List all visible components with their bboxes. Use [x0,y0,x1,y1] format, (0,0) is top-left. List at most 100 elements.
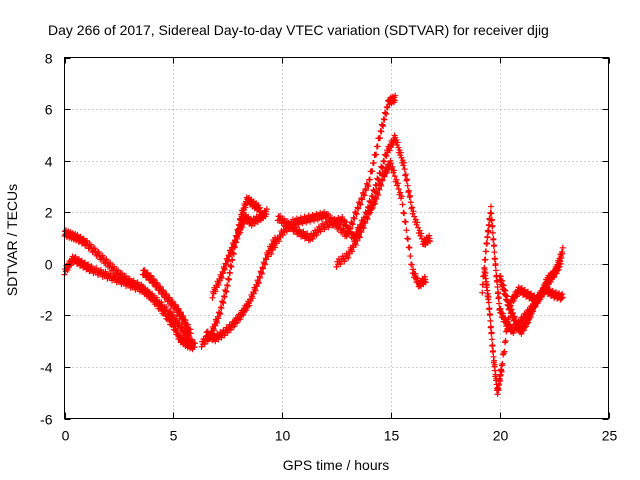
y-tick-label: -2 [40,308,53,324]
data-point [349,220,356,227]
data-points [61,92,566,398]
data-point [505,314,512,321]
data-point [387,160,394,167]
data-point [484,290,491,297]
data-point [494,391,501,398]
y-tick-label: 2 [45,205,53,221]
data-point [492,255,499,262]
data-point [485,299,492,306]
data-point [427,238,434,245]
data-point [227,326,234,333]
data-point [354,237,361,244]
data-point [384,104,391,111]
data-point [527,313,534,320]
data-point [485,293,492,300]
data-point [221,266,228,273]
data-point [360,225,367,232]
data-point [339,214,346,221]
data-point [482,256,489,263]
data-point [358,229,365,236]
data-point [214,319,221,326]
data-point [406,194,413,201]
data-point [352,241,359,248]
data-point [257,274,264,281]
data-point [179,324,186,331]
data-point [487,317,494,324]
data-point [406,244,413,251]
data-point [556,263,563,270]
data-point [403,177,410,184]
data-point [353,211,360,218]
data-point [111,263,118,270]
data-point [554,267,561,274]
data-point [407,192,414,199]
data-point [160,287,167,294]
y-tick-label: -4 [40,360,53,376]
data-point [357,227,364,234]
data-point [410,208,417,215]
data-point [144,287,151,294]
data-point [377,134,384,141]
data-point [366,210,373,217]
data-point [362,185,369,192]
axis-ticks [64,57,610,420]
data-point [391,173,398,180]
data-point [404,176,411,183]
data-point [368,192,375,199]
data-point [414,219,421,226]
data-point [231,243,238,250]
data-point [386,147,393,154]
data-point [375,192,382,199]
data-point [487,323,494,330]
data-point [374,143,381,150]
data-point [119,270,126,277]
data-point [255,280,262,287]
data-point [358,195,365,202]
data-point [403,227,410,234]
data-point [356,234,363,241]
data-point [482,270,489,277]
data-point [383,169,390,176]
data-point [525,319,532,326]
data-point [369,204,376,211]
data-point [497,378,504,385]
data-point [397,149,404,156]
data-point [236,229,243,236]
data-point [360,191,367,198]
data-point [488,210,495,217]
data-point [242,204,249,211]
data-point [219,299,226,306]
chart-title: Day 266 of 2017, Sidereal Day-to-day VTE… [48,22,549,38]
data-point [381,158,388,165]
data-point [378,128,385,135]
data-point [497,372,504,379]
data-point [541,285,548,292]
data-point [504,325,511,332]
data-point [483,278,490,285]
data-point [394,180,401,187]
data-point [227,270,234,277]
data-point [378,182,385,189]
data-point [192,340,199,347]
data-point [400,159,407,166]
data-point [139,283,146,290]
data-point [553,270,560,277]
data-point [252,287,259,294]
data-point [559,291,566,298]
data-point [389,163,396,170]
data-point [103,256,110,263]
data-point [496,382,503,389]
data-point [224,329,231,336]
data-point [263,206,270,213]
data-point [218,305,225,312]
data-point [362,219,369,226]
y-tick-label: -6 [40,412,53,428]
data-point [135,281,142,288]
data-point [520,327,527,334]
data-point [237,316,244,323]
data-point [489,342,496,349]
data-point [240,311,247,318]
data-point [187,330,194,337]
data-point [521,324,528,331]
data-point [559,294,566,301]
